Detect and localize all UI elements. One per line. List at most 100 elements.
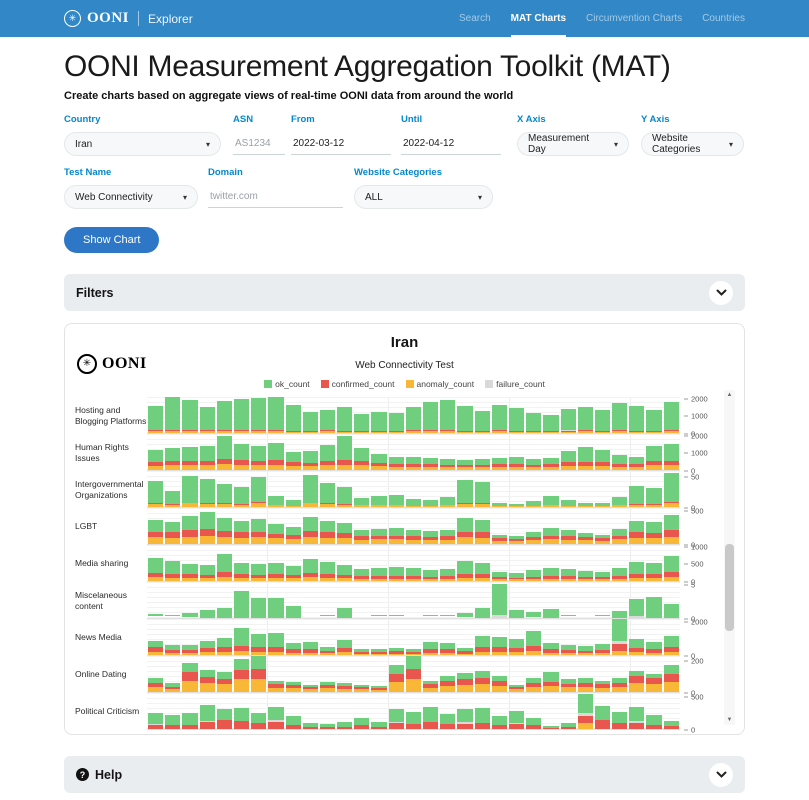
stacked-bar[interactable] [371, 722, 387, 729]
stacked-bar[interactable] [646, 488, 662, 507]
stacked-bar[interactable] [663, 636, 679, 655]
stacked-bar[interactable] [302, 450, 318, 470]
stacked-bar[interactable] [388, 614, 404, 618]
stacked-bar[interactable] [646, 446, 662, 470]
stacked-bar[interactable] [233, 562, 250, 582]
stacked-bar[interactable] [251, 712, 267, 729]
stacked-bar[interactable] [216, 401, 232, 433]
stacked-bar[interactable] [216, 672, 232, 693]
stacked-bar[interactable] [337, 487, 353, 507]
stacked-bar[interactable] [388, 495, 404, 507]
stacked-bar[interactable] [423, 458, 439, 470]
stacked-bar[interactable] [594, 643, 611, 655]
until-date-input[interactable] [401, 132, 501, 155]
stacked-bar[interactable] [423, 680, 439, 692]
stacked-bar[interactable] [371, 615, 387, 618]
stacked-bar[interactable] [629, 521, 645, 544]
stacked-bar[interactable] [577, 646, 593, 655]
scrollbar-thumb[interactable] [725, 544, 734, 632]
stacked-bar[interactable] [629, 707, 645, 729]
stacked-bar[interactable] [268, 598, 284, 618]
stacked-bar[interactable] [354, 498, 370, 507]
show-chart-button[interactable]: Show Chart [64, 227, 160, 253]
stacked-bar[interactable] [233, 707, 250, 729]
stacked-bar[interactable] [319, 561, 336, 581]
stacked-bar[interactable] [594, 410, 611, 433]
stacked-bar[interactable] [612, 619, 628, 655]
stacked-bar[interactable] [491, 404, 507, 433]
stacked-bar[interactable] [302, 475, 318, 507]
scroll-down-arrow-icon[interactable]: ▼ [726, 717, 733, 723]
stacked-bar[interactable] [612, 528, 628, 544]
stacked-bar[interactable] [285, 642, 301, 655]
stacked-bar[interactable] [319, 521, 336, 544]
stacked-bar[interactable] [148, 480, 164, 507]
stacked-bar[interactable] [423, 569, 439, 582]
stacked-bar[interactable] [543, 608, 559, 618]
stacked-bar[interactable] [474, 635, 490, 655]
stacked-bar[interactable] [354, 447, 370, 470]
stacked-bar[interactable] [148, 519, 164, 545]
scroll-up-arrow-icon[interactable]: ▲ [726, 392, 733, 398]
stacked-bar[interactable] [233, 398, 250, 433]
stacked-bar[interactable] [526, 612, 542, 618]
stacked-bar[interactable] [182, 447, 198, 470]
website-categories-select[interactable]: ALL ▾ [354, 185, 493, 209]
stacked-bar[interactable] [526, 413, 542, 433]
stacked-bar[interactable] [526, 570, 542, 582]
stacked-bar[interactable] [148, 677, 164, 692]
stacked-bar[interactable] [182, 712, 198, 729]
stacked-bar[interactable] [457, 560, 473, 581]
stacked-bar[interactable] [337, 639, 353, 655]
filters-expand-button[interactable] [709, 280, 733, 305]
stacked-bar[interactable] [560, 569, 576, 582]
stacked-bar[interactable] [285, 716, 301, 729]
stacked-bar[interactable] [457, 518, 473, 544]
stacked-bar[interactable] [199, 479, 215, 507]
stacked-bar[interactable] [457, 406, 473, 433]
stacked-bar[interactable] [612, 677, 628, 692]
stacked-bar[interactable] [543, 726, 559, 729]
stacked-bar[interactable] [423, 401, 439, 433]
stacked-bar[interactable] [251, 633, 267, 655]
stacked-bar[interactable] [491, 458, 507, 470]
stacked-bar[interactable] [474, 411, 490, 433]
x-axis-select[interactable]: Measurement Day ▾ [517, 132, 629, 156]
help-expand-button[interactable] [709, 762, 733, 787]
stacked-bar[interactable] [474, 608, 490, 618]
stacked-bar[interactable] [216, 607, 232, 618]
stacked-bar[interactable] [646, 409, 662, 433]
stacked-bar[interactable] [594, 680, 611, 692]
stacked-bar[interactable] [302, 641, 318, 655]
stacked-bar[interactable] [148, 640, 164, 655]
stacked-bar[interactable] [148, 558, 164, 581]
stacked-bar[interactable] [251, 564, 267, 581]
stacked-bar[interactable] [337, 722, 353, 729]
stacked-bar[interactable] [233, 521, 250, 544]
stacked-bar[interactable] [577, 571, 593, 582]
stacked-bar[interactable] [663, 514, 679, 544]
stacked-bar[interactable] [199, 407, 215, 434]
asn-input[interactable] [233, 132, 285, 155]
stacked-bar[interactable] [560, 450, 576, 470]
stacked-bar[interactable] [577, 532, 593, 544]
stacked-bar[interactable] [199, 610, 215, 618]
filters-section-bar[interactable]: Filters [64, 274, 745, 311]
stacked-bar[interactable] [474, 707, 490, 729]
stacked-bar[interactable] [302, 411, 318, 433]
stacked-bar[interactable] [508, 610, 525, 618]
stacked-bar[interactable] [268, 633, 284, 655]
stacked-bar[interactable] [354, 413, 370, 433]
stacked-bar[interactable] [182, 400, 198, 433]
stacked-bar[interactable] [182, 515, 198, 544]
stacked-bar[interactable] [148, 614, 164, 618]
stacked-bar[interactable] [182, 612, 198, 618]
stacked-bar[interactable] [577, 502, 593, 507]
stacked-bar[interactable] [440, 614, 456, 618]
stacked-bar[interactable] [337, 523, 353, 544]
stacked-bar[interactable] [319, 410, 336, 433]
stacked-bar[interactable] [663, 604, 679, 618]
ooni-explorer-logo[interactable]: ✳ OONI Explorer [64, 10, 193, 27]
stacked-bar[interactable] [337, 608, 353, 618]
stacked-bar[interactable] [474, 562, 490, 582]
